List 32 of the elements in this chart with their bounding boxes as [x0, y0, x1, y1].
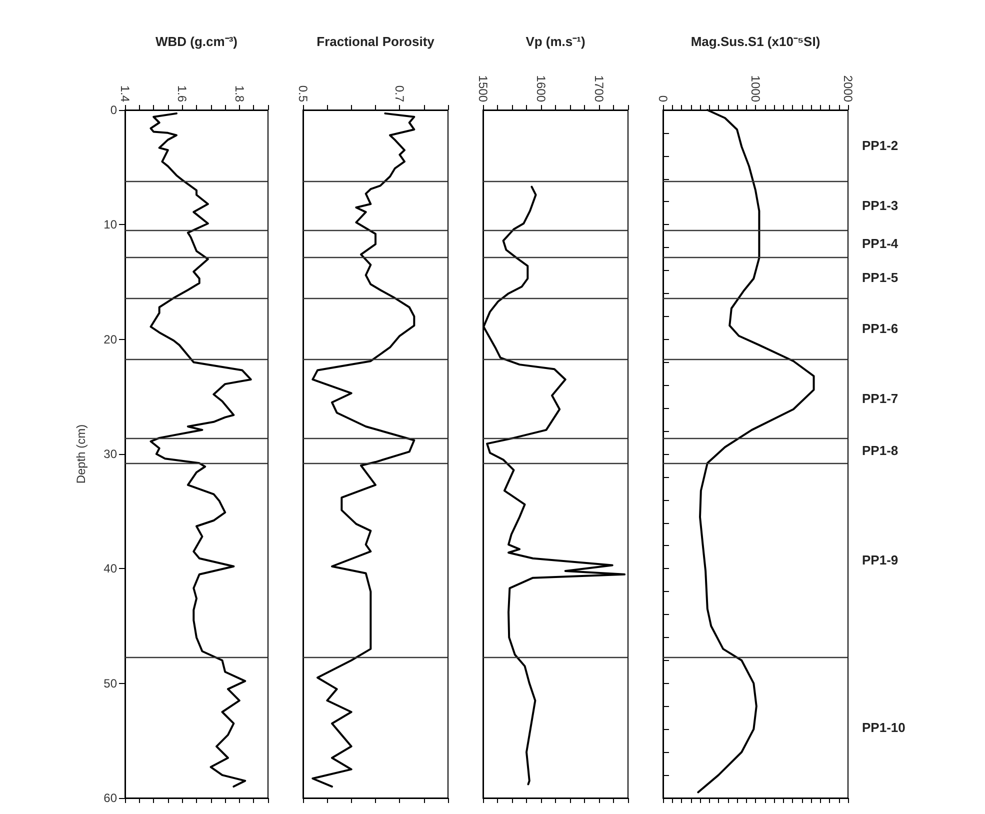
y-tick-label: 50	[104, 676, 118, 690]
x-tick-label: 1.8	[232, 85, 246, 102]
x-axis-title: Vp (m.s⁻¹)	[526, 34, 586, 49]
x-tick-label: 0	[656, 95, 670, 102]
x-tick-label: 1600	[534, 75, 548, 102]
text: PP1-10	[862, 720, 906, 735]
x-tick-label: 0.7	[392, 85, 407, 102]
x-tick-label: 1.4	[118, 85, 132, 102]
x-axis-title: Mag.Sus.S1 (x10⁻⁵SI)	[690, 34, 820, 49]
text: PP1-3	[862, 198, 898, 214]
y-tick-label: 30	[104, 447, 118, 461]
x-axis-title: Fractional Porosity	[316, 34, 436, 49]
x-tick-label: 1700	[592, 75, 606, 102]
x-axis-title: WBD (g.cm⁻³)	[156, 34, 238, 49]
text: PP1-9	[862, 552, 898, 568]
y-tick-label: 20	[104, 332, 118, 346]
text: PP1-7	[862, 390, 898, 406]
y-tick-label: 0	[110, 103, 118, 117]
y-tick-label: 10	[104, 218, 118, 232]
x-tick-label: 1000	[748, 75, 762, 102]
x-tick-label: 0.5	[296, 85, 310, 102]
y-axis-title: Depth (cm)	[74, 424, 88, 484]
text: PP1-5	[862, 270, 898, 285]
y-tick-label: 60	[104, 791, 118, 805]
text: PP1-4	[862, 236, 899, 252]
x-tick-label: 1500	[476, 75, 490, 102]
text: PP1-2	[862, 138, 898, 154]
x-tick-label: 2000	[841, 75, 855, 102]
x-tick-label: 1.6	[175, 85, 190, 102]
text: PP1-8	[862, 443, 898, 458]
text: PP1-6	[862, 320, 898, 336]
y-tick-label: 40	[104, 562, 118, 576]
